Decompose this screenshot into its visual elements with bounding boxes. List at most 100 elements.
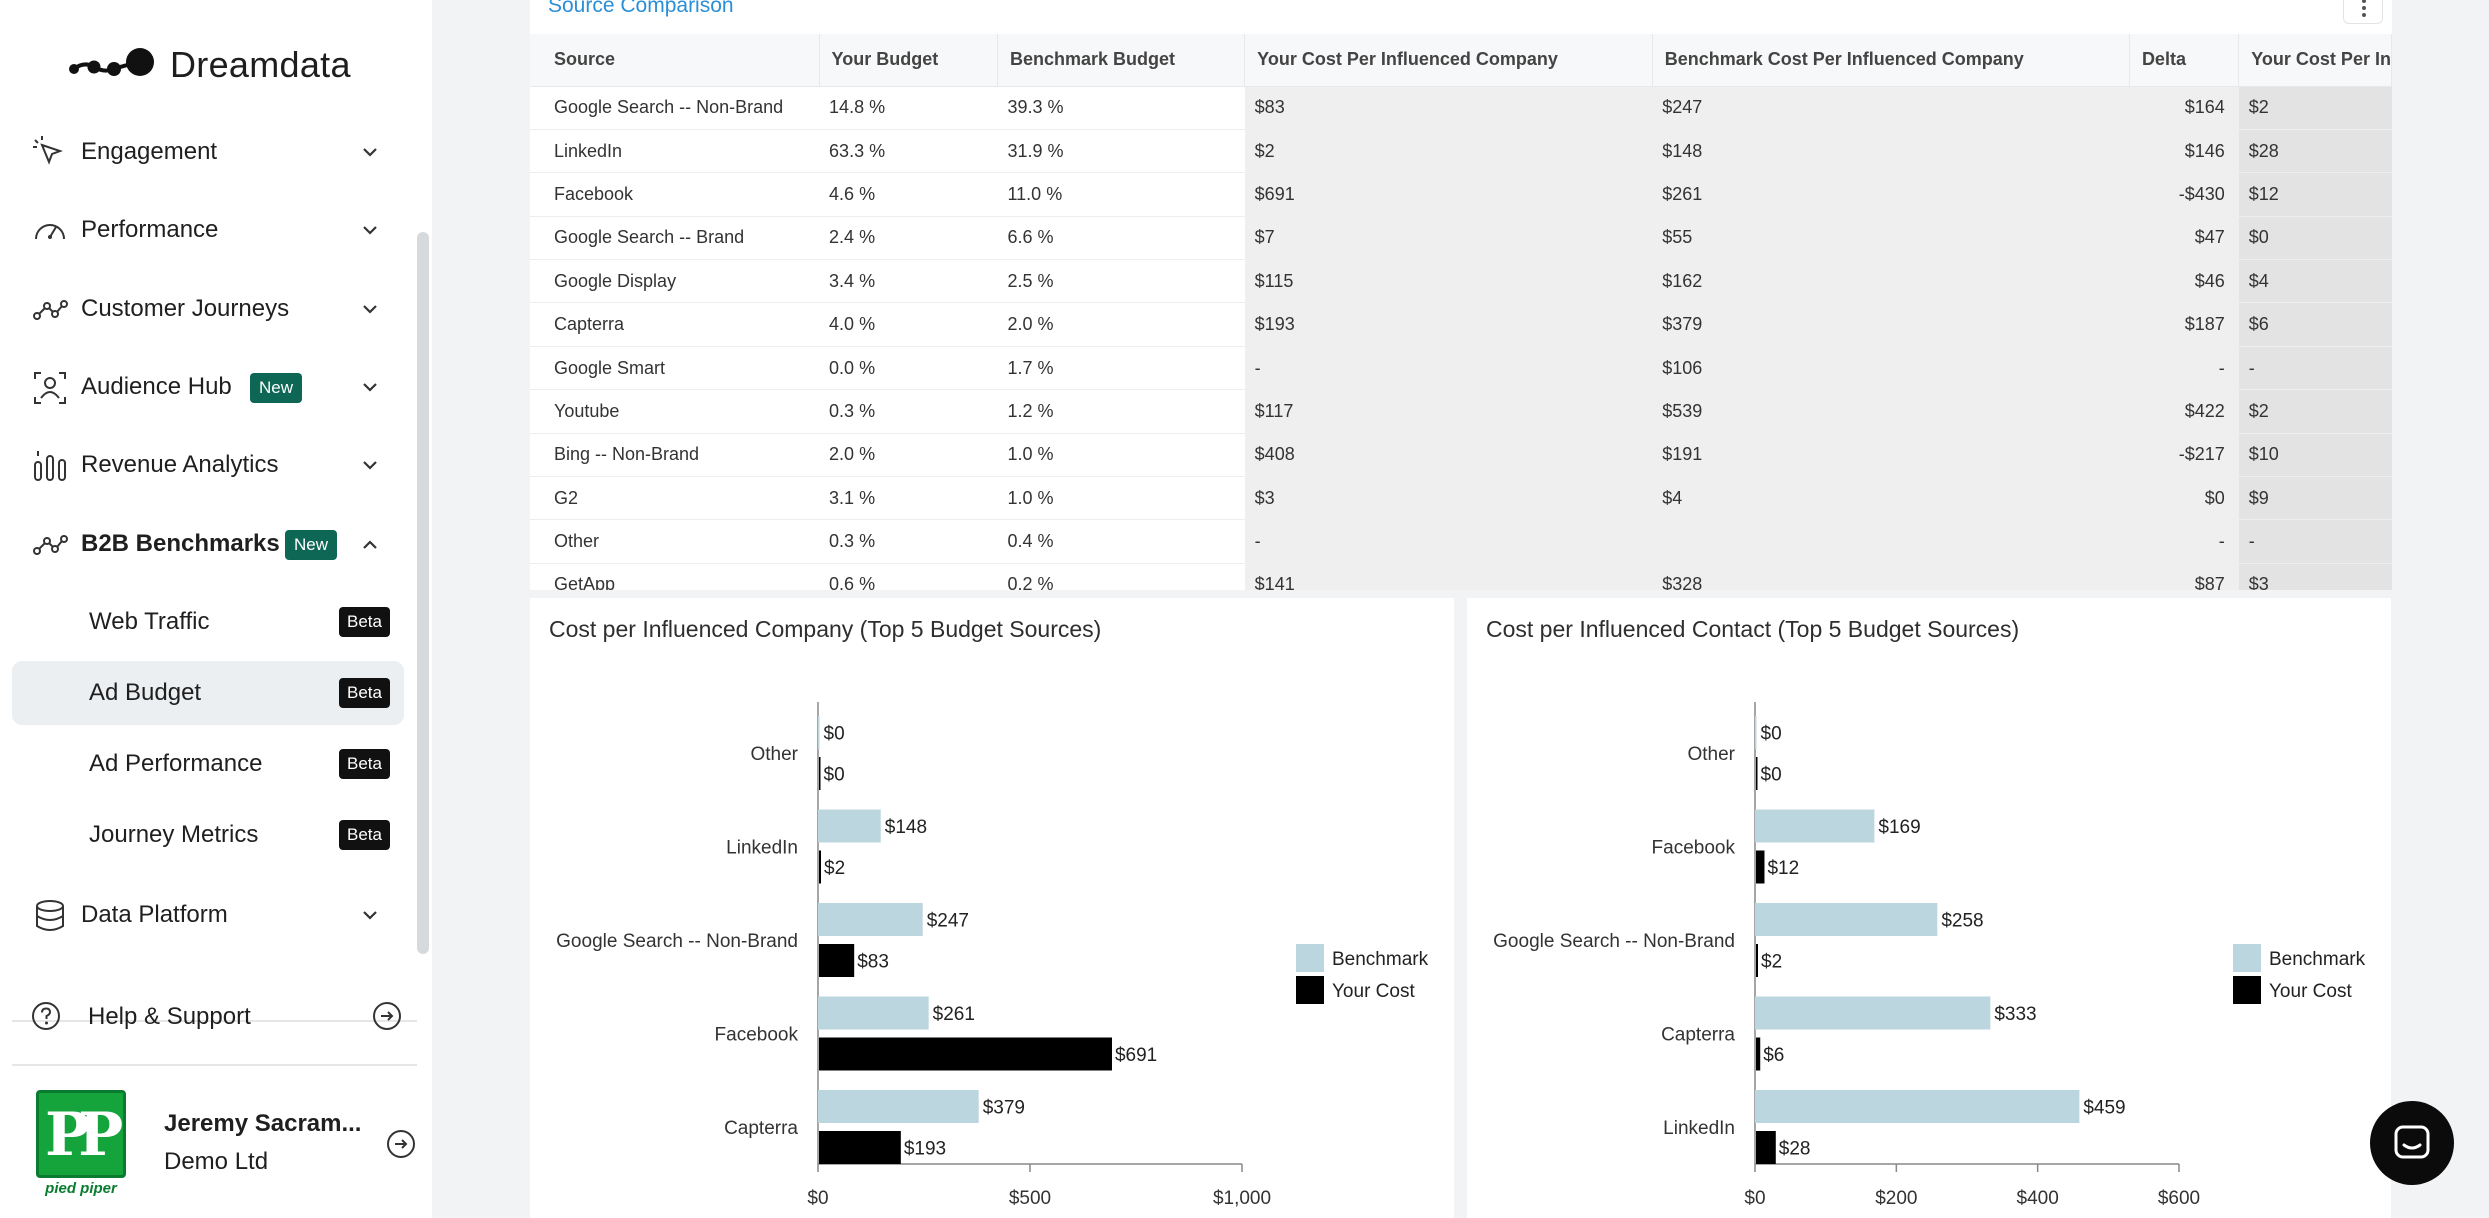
benchmark-bar[interactable] (818, 903, 923, 936)
table-row[interactable]: Google Search -- Brand 2.4 % 6.6 % $7 $55 $47… (530, 216, 2392, 261)
your-cost-bar[interactable] (1756, 944, 1758, 977)
table-cell: $0 (2238, 216, 2392, 261)
chevron-down-icon[interactable] (360, 905, 380, 925)
sidebar-item-label: Data Platform (81, 901, 228, 928)
table-row[interactable]: Other 0.3 % 0.4 % - - - (530, 519, 2392, 564)
y-tick-label: Google Search -- Non-Brand (1493, 931, 1735, 952)
sidebar-item-revenue-analytics[interactable]: Revenue Analytics (0, 431, 405, 497)
your-cost-bar[interactable] (819, 1037, 1112, 1071)
chevron-down-icon[interactable] (360, 142, 380, 162)
column-header[interactable]: Your Cost Per In (2238, 34, 2392, 87)
benchmark-bar[interactable] (818, 996, 929, 1030)
user-card[interactable]: PP pied piper Jeremy Sacram... Demo Ltd (0, 1080, 432, 1218)
chevron-down-icon[interactable] (360, 455, 380, 475)
table-cell: Youtube (530, 389, 820, 434)
chevron-up-icon[interactable] (360, 534, 380, 554)
sidebar-item-label: Customer Journeys (81, 295, 290, 322)
sidebar-item-label: Audience Hub (81, 373, 232, 400)
your-cost-bar[interactable] (819, 1131, 901, 1164)
chat-support-button[interactable] (2370, 1101, 2454, 1185)
dreamdata-logo-icon (69, 48, 154, 76)
sidebar-item-customer-journeys[interactable]: Customer Journeys (0, 275, 405, 341)
sidebar-item-b2b-benchmarks[interactable]: B2B Benchmarks New (0, 510, 405, 576)
data-label: $247 (927, 911, 969, 932)
table-cell: 0.6 % (819, 563, 998, 590)
company-logo: PP (36, 1090, 126, 1178)
sidebar-item-data-platform[interactable]: Data Platform (0, 881, 405, 947)
table-cell: - (2129, 346, 2239, 391)
legend-swatch (1296, 976, 1324, 1004)
benchmark-bar[interactable] (818, 1090, 979, 1123)
help-support-item[interactable]: Help & Support (0, 988, 420, 1044)
table-row[interactable]: Google Search -- Non-Brand 14.8 % 39.3 % $8… (530, 86, 2392, 130)
database-icon (36, 900, 64, 931)
benchmark-bar[interactable] (818, 716, 820, 749)
table-cell: Google Display (530, 259, 820, 304)
benchmark-bar[interactable] (1755, 716, 1757, 749)
your-cost-bar[interactable] (1756, 757, 1758, 790)
column-header[interactable]: Your Budget (819, 34, 999, 87)
table-cell: $247 (1652, 86, 2130, 130)
sidebar-scrollbar[interactable] (417, 232, 429, 954)
table-cell: $9 (2238, 476, 2392, 521)
table-row[interactable]: Youtube 0.3 % 1.2 % $117 $539 $422 $2 (530, 389, 2392, 434)
your-cost-bar[interactable] (819, 850, 821, 884)
chevron-down-icon[interactable] (360, 220, 380, 240)
benchmark-bar[interactable] (1755, 996, 1991, 1030)
table-row[interactable]: Facebook 4.6 % 11.0 % $691 $261 -$430 $12 (530, 172, 2392, 217)
data-label: $2 (1761, 952, 1782, 973)
benchmark-bar[interactable] (1755, 1090, 2080, 1123)
y-tick-label: Other (1687, 744, 1735, 765)
sidebar-item-engagement[interactable]: Engagement (0, 118, 405, 184)
column-header[interactable]: Delta (2129, 34, 2240, 87)
sidebar-subitem-ad-budget[interactable]: Ad Budget Beta (12, 661, 404, 725)
sidebar-item-performance[interactable]: Performance (0, 196, 405, 262)
chevron-down-icon[interactable] (360, 377, 380, 397)
your-cost-bar[interactable] (1756, 1131, 1776, 1164)
table-row[interactable]: G2 3.1 % 1.0 % $3 $4 $0 $9 (530, 476, 2392, 521)
more-options-button[interactable] (2343, 0, 2383, 24)
table-cell: $4 (1652, 476, 2130, 521)
data-label: $12 (1767, 858, 1799, 879)
your-cost-bar[interactable] (1756, 850, 1765, 884)
x-tick-label: $400 (2017, 1188, 2059, 1209)
your-cost-bar[interactable] (819, 944, 855, 977)
audience-icon (34, 372, 66, 404)
your-cost-bar[interactable] (1756, 1037, 1761, 1071)
sidebar-subitem-ad-performance[interactable]: Ad Performance Beta (12, 732, 404, 796)
column-header[interactable]: Source (530, 34, 820, 87)
benchmark-bar[interactable] (1755, 809, 1875, 843)
table-cell: $115 (1244, 259, 1653, 304)
switch-account-icon[interactable] (386, 1129, 416, 1159)
benchmark-bar[interactable] (1755, 903, 1938, 936)
dreamdata-logo[interactable]: Dreamdata (66, 44, 351, 86)
column-header[interactable]: Benchmark Budget (997, 34, 1246, 87)
table-row[interactable]: Capterra 4.0 % 2.0 % $193 $379 $187 $6 (530, 302, 2392, 347)
x-tick-label: $600 (2158, 1188, 2200, 1209)
data-label: $691 (1115, 1045, 1157, 1066)
data-label: $0 (1761, 724, 1782, 745)
table-row[interactable]: LinkedIn 63.3 % 31.9 % $2 $148 $146 $28 (530, 129, 2392, 174)
sidebar-item-audience-hub[interactable]: Audience Hub New (0, 353, 405, 419)
sidebar-item-label: Revenue Analytics (81, 451, 279, 478)
table-row[interactable]: Google Display 3.4 % 2.5 % $115 $162 $46 $4 (530, 259, 2392, 304)
arrow-right-circle-icon[interactable] (372, 1001, 402, 1031)
table-cell: Bing -- Non-Brand (530, 433, 820, 478)
table-row[interactable]: GetApp 0.6 % 0.2 % $141 $328 $87 $3 (530, 563, 2392, 590)
legend-swatch (2233, 976, 2261, 1004)
column-header[interactable]: Your Cost Per Influenced Company (1244, 34, 1653, 87)
column-header[interactable]: Benchmark Cost Per Influenced Company (1652, 34, 2130, 87)
sidebar-subitem-web-traffic[interactable]: Web Traffic Beta (12, 590, 404, 654)
bar-chart-contact: $0 $200 $400 $600 Other $0 $0 Facebook $169 $12 Go… (1493, 702, 2366, 1209)
sidebar-subitem-journey-metrics[interactable]: Journey Metrics Beta (12, 803, 404, 867)
your-cost-bar[interactable] (819, 757, 821, 790)
question-icon (32, 1002, 60, 1030)
chevron-down-icon[interactable] (360, 299, 380, 319)
data-label: $28 (1779, 1139, 1811, 1160)
table-row[interactable]: Google Smart 0.0 % 1.7 % - $106- - (530, 346, 2392, 391)
chat-icon (2394, 1125, 2430, 1159)
table-row[interactable]: Bing -- Non-Brand 2.0 % 1.0 % $408 $191 -$217… (530, 433, 2392, 478)
data-label: $169 (1878, 817, 1920, 838)
benchmark-bar[interactable] (818, 809, 881, 843)
table-cell: $0 (2129, 476, 2239, 521)
